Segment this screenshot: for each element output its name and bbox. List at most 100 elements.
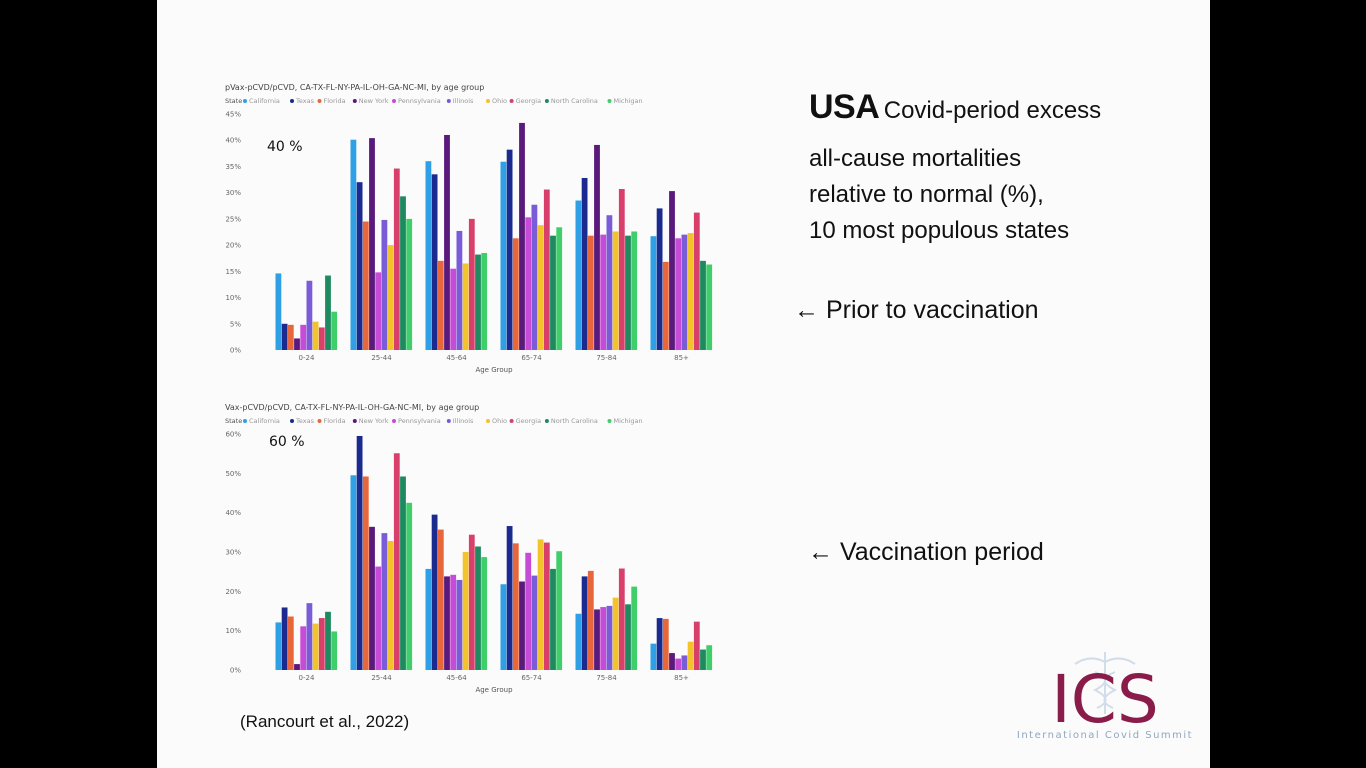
bar bbox=[587, 235, 594, 350]
bar bbox=[437, 260, 444, 350]
bar bbox=[425, 161, 432, 350]
legend-item: Ohio bbox=[492, 97, 507, 105]
x-tick-label: 65-74 bbox=[521, 674, 542, 682]
legend-item: Florida bbox=[324, 97, 346, 105]
bar bbox=[375, 272, 382, 350]
heading-line-1: all-cause mortalities bbox=[809, 145, 1022, 172]
bar bbox=[287, 324, 294, 350]
y-tick-label: 10% bbox=[225, 294, 241, 302]
legend-swatch bbox=[509, 99, 514, 103]
legend-swatch bbox=[392, 419, 396, 423]
bar bbox=[700, 649, 706, 670]
bar bbox=[594, 609, 600, 670]
bar bbox=[556, 551, 563, 670]
legend-swatch bbox=[243, 99, 247, 103]
legend-item: Michigan bbox=[614, 97, 643, 105]
x-axis: 0-24 25-44 45-64 65-74 75-84 85+ bbox=[299, 354, 689, 362]
legend-item: Texas bbox=[295, 417, 315, 425]
bar bbox=[468, 534, 475, 670]
bar bbox=[406, 502, 413, 670]
bar bbox=[431, 514, 438, 670]
legend-swatch bbox=[352, 419, 357, 423]
bar bbox=[331, 631, 338, 670]
bar bbox=[631, 231, 638, 350]
bar bbox=[512, 543, 519, 670]
legend-swatch bbox=[607, 419, 612, 423]
bar bbox=[375, 566, 382, 670]
bar bbox=[537, 539, 544, 670]
bar bbox=[318, 327, 325, 350]
chart-vaccination-period: Vax-pCVD/pCVD, CA-TX-FL-NY-PA-IL-OH-GA-N… bbox=[225, 403, 713, 694]
bars bbox=[275, 122, 713, 350]
y-tick-label: 20% bbox=[225, 588, 241, 596]
chart-annotation: 60 % bbox=[269, 434, 305, 450]
legend-swatch bbox=[317, 99, 322, 103]
bar bbox=[393, 168, 400, 350]
bar bbox=[300, 626, 307, 670]
bar bbox=[543, 189, 550, 350]
legend-title: State bbox=[225, 97, 242, 105]
bar bbox=[356, 435, 363, 670]
bar bbox=[669, 191, 675, 350]
legend-swatch bbox=[446, 419, 451, 423]
legend-item: Pennsylvania bbox=[398, 417, 441, 425]
legend-item: Ohio bbox=[492, 417, 507, 425]
bar bbox=[600, 607, 607, 670]
y-tick-label: 30% bbox=[225, 189, 241, 197]
x-axis-title: Age Group bbox=[475, 366, 513, 374]
x-tick-label: 0-24 bbox=[299, 674, 315, 682]
bar bbox=[450, 574, 457, 670]
bar bbox=[400, 476, 406, 670]
legend-swatch bbox=[290, 99, 294, 103]
bar bbox=[350, 475, 357, 670]
bar bbox=[506, 149, 513, 350]
logo-text: ICS bbox=[1051, 661, 1158, 738]
legend-item: New York bbox=[359, 97, 389, 105]
vaccination-period-label: ← Vaccination period bbox=[808, 538, 1044, 566]
legend-item: California bbox=[249, 97, 280, 105]
bar bbox=[456, 230, 463, 350]
bar bbox=[600, 234, 607, 350]
y-axis: 0% 10% 20% 30% 40% 50% 60% bbox=[225, 431, 241, 675]
legend-item: Texas bbox=[295, 97, 315, 105]
x-tick-label: 65-74 bbox=[521, 354, 542, 362]
legend-item: Illinois bbox=[453, 97, 474, 105]
bar bbox=[356, 182, 363, 350]
bar bbox=[444, 134, 450, 350]
bar bbox=[381, 219, 388, 350]
chart-legend: State California Texas Florida New York Penns… bbox=[225, 97, 643, 105]
y-tick-label: 40% bbox=[225, 137, 241, 145]
heading-usa: USA bbox=[809, 88, 880, 126]
legend-item: Florida bbox=[324, 417, 346, 425]
bar bbox=[618, 568, 625, 670]
x-tick-label: 75-84 bbox=[596, 674, 617, 682]
bar bbox=[431, 174, 438, 350]
bar bbox=[606, 605, 613, 670]
legend-item: Georgia bbox=[516, 417, 542, 425]
bar bbox=[468, 218, 475, 350]
bar bbox=[381, 533, 388, 670]
bar bbox=[362, 221, 369, 350]
bar bbox=[294, 338, 300, 350]
chart-prior-vaccination: pVax-pCVD/pCVD, CA-TX-FL-NY-PA-IL-OH-GA-… bbox=[225, 83, 713, 374]
bar bbox=[506, 526, 513, 670]
y-tick-label: 60% bbox=[225, 431, 241, 439]
bar bbox=[687, 641, 694, 670]
y-tick-label: 0% bbox=[230, 347, 241, 355]
bar bbox=[550, 568, 556, 670]
bar bbox=[625, 235, 631, 350]
legend-swatch bbox=[446, 99, 451, 103]
bar bbox=[281, 323, 288, 350]
bar bbox=[519, 122, 525, 350]
legend-item: California bbox=[249, 417, 280, 425]
legend-item: Pennsylvania bbox=[398, 97, 441, 105]
bar bbox=[650, 643, 657, 670]
bar bbox=[387, 540, 394, 670]
bar bbox=[275, 273, 282, 350]
slide: pVax-pCVD/pCVD, CA-TX-FL-NY-PA-IL-OH-GA-… bbox=[157, 0, 1210, 768]
bar bbox=[531, 575, 538, 670]
y-tick-label: 35% bbox=[225, 163, 241, 171]
legend-item: Illinois bbox=[453, 417, 474, 425]
y-tick-label: 40% bbox=[225, 509, 241, 517]
legend-swatch bbox=[486, 419, 490, 423]
